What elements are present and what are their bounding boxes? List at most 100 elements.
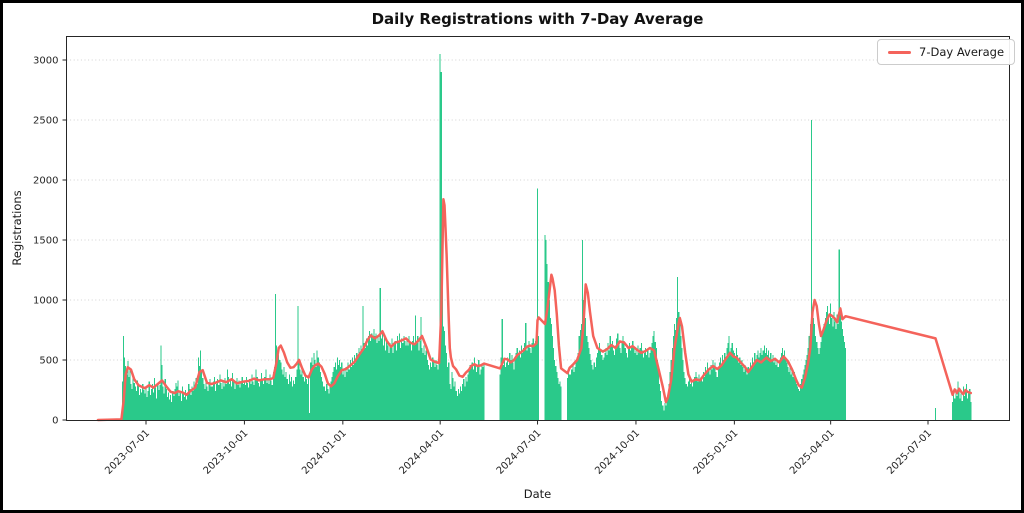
y-tick-label: 2500 bbox=[33, 116, 58, 127]
bar bbox=[425, 350, 427, 420]
bar bbox=[237, 385, 239, 420]
bar bbox=[710, 364, 712, 420]
bar bbox=[538, 336, 540, 420]
bar bbox=[277, 352, 279, 420]
bar bbox=[560, 386, 562, 420]
bar bbox=[697, 381, 699, 420]
bar bbox=[630, 350, 632, 420]
bar bbox=[632, 340, 634, 420]
bar bbox=[213, 376, 216, 420]
bar bbox=[340, 367, 342, 420]
bar bbox=[550, 324, 552, 420]
bar bbox=[477, 367, 479, 420]
bar bbox=[668, 384, 670, 420]
bar bbox=[273, 367, 275, 420]
bar bbox=[293, 380, 295, 420]
bar bbox=[763, 345, 765, 420]
bar bbox=[341, 362, 343, 420]
bar bbox=[402, 343, 404, 420]
bar bbox=[431, 367, 433, 420]
bar bbox=[350, 367, 352, 420]
bar bbox=[404, 340, 406, 420]
bar bbox=[355, 362, 357, 420]
bar bbox=[665, 405, 667, 420]
bar bbox=[345, 367, 347, 420]
bar bbox=[462, 384, 464, 420]
bar bbox=[296, 369, 298, 420]
bar bbox=[635, 350, 637, 420]
bar bbox=[369, 331, 371, 420]
bar bbox=[508, 364, 510, 420]
bar bbox=[364, 348, 366, 420]
bar bbox=[472, 369, 474, 420]
bar bbox=[482, 367, 484, 420]
bar bbox=[252, 381, 254, 420]
bar bbox=[428, 369, 431, 420]
bar bbox=[373, 328, 375, 420]
bar bbox=[746, 374, 748, 420]
bar bbox=[359, 355, 361, 420]
bar bbox=[556, 372, 558, 420]
bar bbox=[182, 393, 184, 420]
bar bbox=[765, 348, 768, 420]
bar bbox=[438, 352, 440, 420]
bar bbox=[195, 378, 197, 420]
bar bbox=[714, 362, 716, 420]
bar bbox=[303, 381, 305, 420]
bar bbox=[206, 386, 208, 420]
bar bbox=[289, 381, 291, 420]
bar bbox=[375, 333, 377, 420]
bar bbox=[377, 336, 379, 420]
bar bbox=[614, 355, 616, 420]
bar bbox=[572, 364, 574, 420]
bar bbox=[301, 367, 303, 420]
bar bbox=[483, 362, 485, 420]
bar bbox=[157, 382, 159, 420]
bar bbox=[836, 314, 838, 420]
bar bbox=[122, 336, 125, 420]
bar bbox=[269, 374, 271, 420]
bar bbox=[346, 372, 348, 420]
bar bbox=[628, 343, 631, 420]
bar bbox=[575, 362, 577, 420]
bar bbox=[197, 357, 199, 420]
bar bbox=[738, 362, 740, 420]
bar bbox=[694, 376, 696, 420]
bar bbox=[719, 357, 722, 420]
bar bbox=[314, 360, 316, 420]
bar bbox=[638, 352, 640, 420]
daily-bars bbox=[99, 54, 972, 420]
bar bbox=[260, 373, 263, 420]
bar bbox=[811, 312, 814, 420]
bar bbox=[744, 364, 746, 420]
bar bbox=[758, 357, 760, 420]
bar bbox=[778, 362, 780, 420]
bar bbox=[606, 355, 608, 420]
bar bbox=[788, 372, 790, 420]
bar bbox=[729, 352, 731, 420]
bar bbox=[591, 364, 593, 420]
bar bbox=[547, 282, 549, 420]
bar bbox=[841, 328, 843, 420]
plot-area: 0 500 1000 1500 2000 2500 3000 2023-07-01 2023-1… bbox=[33, 36, 1010, 477]
bar bbox=[457, 388, 459, 420]
bar bbox=[449, 384, 451, 420]
bar bbox=[711, 369, 713, 420]
bar bbox=[216, 384, 218, 420]
bar bbox=[651, 343, 653, 420]
bar bbox=[631, 345, 633, 420]
bar bbox=[701, 381, 703, 420]
x-tick-label: 2023-07-01 bbox=[103, 428, 152, 477]
bar bbox=[551, 336, 554, 420]
bar bbox=[759, 352, 761, 420]
bar bbox=[761, 355, 763, 420]
bar bbox=[716, 376, 718, 420]
bar bbox=[372, 338, 374, 420]
bar bbox=[730, 348, 732, 420]
bar bbox=[532, 338, 534, 420]
bar bbox=[645, 348, 647, 420]
bar bbox=[313, 352, 315, 420]
bar bbox=[815, 336, 817, 420]
bar bbox=[179, 391, 181, 420]
bar bbox=[731, 343, 733, 420]
